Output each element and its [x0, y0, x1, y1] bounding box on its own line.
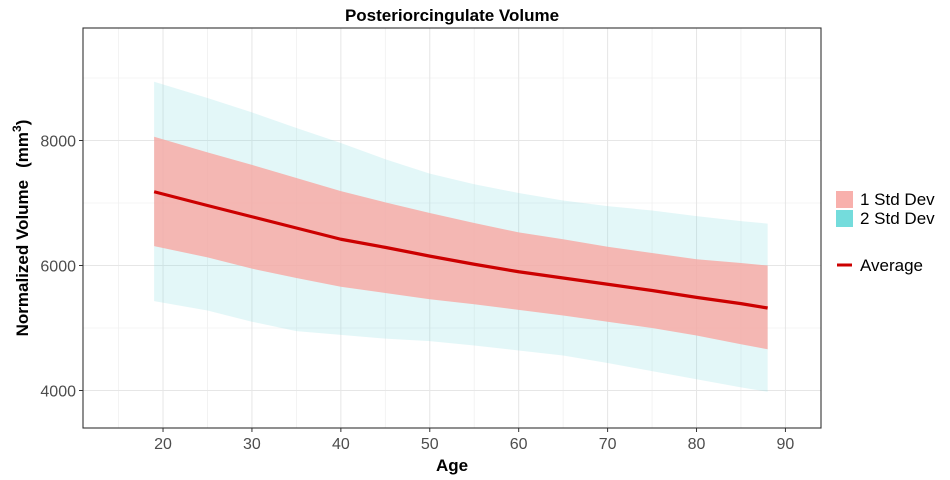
legend-label: 1 Std Dev [860, 190, 935, 209]
x-tick-label: 60 [510, 436, 528, 453]
average-line [153, 190, 768, 310]
chart-title: Posteriorcingulate Volume [345, 6, 559, 25]
x-tick-label: 90 [777, 436, 795, 453]
x-tick-label: 70 [599, 436, 617, 453]
x-tick-label: 20 [154, 436, 172, 453]
legend-label: 2 Std Dev [860, 209, 935, 228]
plot-border [82, 27, 822, 429]
y-tick-label: 4000 [40, 384, 76, 401]
x-tick-label: 80 [688, 436, 706, 453]
x-tick-label: 50 [421, 436, 439, 453]
x-axis-ticks: 20 30 40 50 60 70 80 90 [154, 428, 794, 453]
x-tick-label: 30 [243, 436, 261, 453]
y-axis-unit-exponent: 3 [10, 125, 24, 132]
legend-swatch [836, 210, 853, 227]
y-axis-title-text: Normalized Volume [13, 180, 32, 337]
band-1-std-dev [154, 136, 768, 350]
legend-swatch [836, 191, 853, 208]
y-axis-unit-base: mm [13, 132, 32, 162]
legend-label: Average [860, 256, 923, 275]
y-axis-ticks: 4000 6000 8000 [40, 134, 83, 401]
y-tick-label: 8000 [40, 134, 76, 151]
x-axis-title: Age [436, 456, 468, 475]
x-tick-label: 40 [332, 436, 350, 453]
y-axis-title: Normalized Volume(mm3) [10, 120, 32, 337]
y-tick-label: 6000 [40, 259, 76, 276]
